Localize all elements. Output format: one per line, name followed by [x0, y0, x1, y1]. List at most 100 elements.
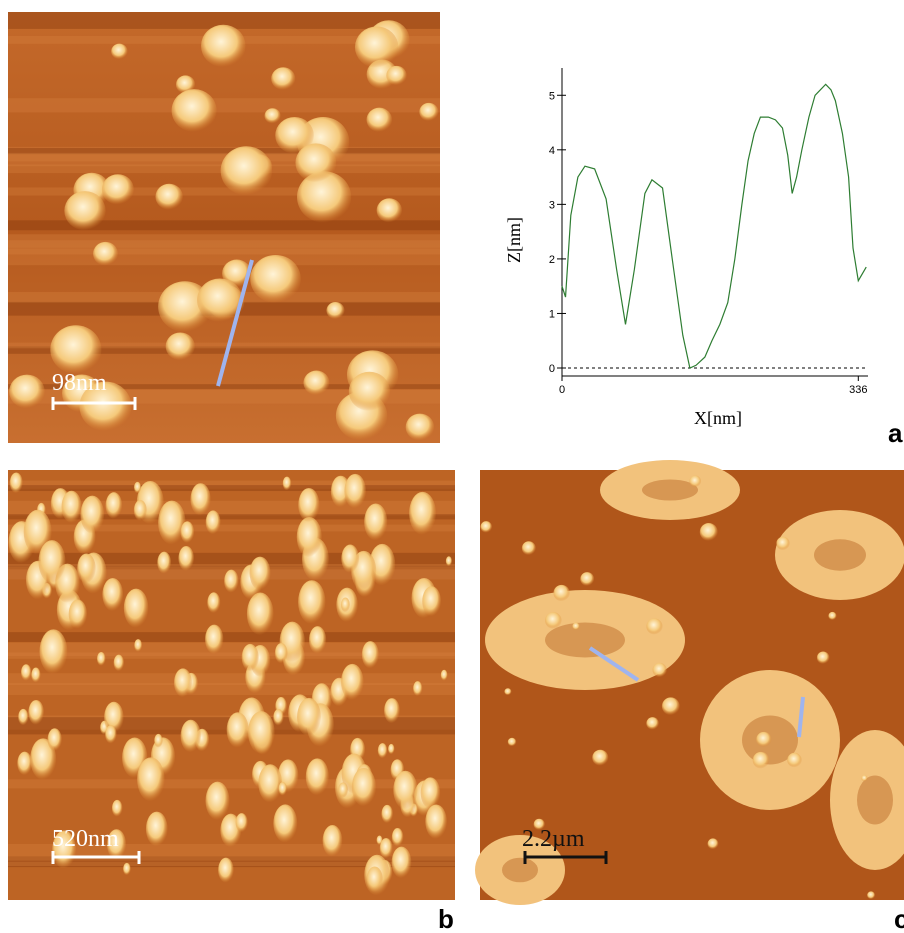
particle	[105, 725, 117, 744]
island-core	[502, 857, 538, 883]
particle	[419, 102, 439, 121]
scale-label: 520nm	[52, 826, 119, 852]
texture-band	[8, 652, 455, 659]
particle	[354, 26, 399, 68]
particle	[171, 89, 217, 132]
scale-label: 98nm	[52, 370, 107, 396]
particle	[366, 866, 383, 893]
particle	[507, 737, 517, 747]
particle	[47, 728, 62, 752]
particle	[298, 488, 320, 522]
particle	[248, 711, 275, 754]
texture-band	[8, 480, 455, 489]
particle	[787, 752, 802, 768]
particle	[379, 838, 393, 859]
particle	[391, 846, 412, 879]
particle	[105, 492, 123, 519]
particle	[391, 828, 404, 847]
particle	[341, 544, 360, 573]
particle	[366, 107, 393, 132]
x-axis-label: X[nm]	[694, 408, 742, 428]
particle	[158, 500, 186, 545]
particle	[39, 629, 68, 674]
texture-band	[8, 779, 455, 789]
particle	[296, 171, 352, 223]
particle	[111, 43, 128, 60]
particle	[752, 751, 770, 769]
texture-band	[8, 683, 455, 695]
particle	[79, 381, 132, 432]
particle	[134, 481, 142, 494]
particle	[699, 523, 718, 541]
particle	[480, 521, 493, 533]
texture-band	[8, 485, 455, 492]
particle	[273, 708, 284, 726]
texture-band	[8, 98, 440, 113]
island-core	[545, 622, 625, 658]
particle	[218, 857, 234, 883]
particle	[246, 592, 274, 636]
particle	[308, 626, 327, 654]
particle	[9, 374, 45, 409]
y-tick-label: 0	[549, 363, 555, 375]
particle	[220, 146, 273, 196]
panel-label: a	[888, 418, 903, 448]
particle	[38, 540, 66, 584]
particle	[68, 599, 87, 629]
particle	[101, 174, 134, 205]
texture-band	[8, 384, 440, 389]
particle	[572, 622, 580, 631]
particle	[282, 476, 292, 491]
particle	[340, 597, 351, 613]
particle	[102, 578, 124, 612]
particle	[296, 517, 322, 558]
profile-line	[588, 646, 640, 682]
particle	[661, 697, 680, 716]
particle	[322, 825, 343, 857]
particle	[422, 586, 441, 617]
profile-curve	[561, 83, 867, 369]
particle	[553, 584, 570, 602]
particle	[96, 652, 106, 666]
particle	[23, 509, 52, 555]
particle	[274, 643, 288, 664]
texture-band	[8, 342, 440, 349]
particle	[249, 556, 271, 591]
particle	[504, 688, 512, 696]
particle	[338, 782, 349, 799]
afm-image-b	[8, 470, 455, 900]
particle	[28, 699, 44, 725]
particle	[226, 712, 249, 748]
y-tick-label: 1	[549, 308, 555, 320]
particle	[201, 24, 246, 68]
particle	[344, 473, 366, 509]
particle	[52, 830, 77, 869]
particle	[190, 483, 211, 516]
particle	[77, 553, 96, 584]
particle	[250, 254, 301, 303]
texture-band	[8, 240, 440, 255]
particle	[197, 278, 243, 322]
particle	[104, 701, 124, 733]
particle	[707, 838, 719, 850]
particle	[30, 738, 57, 780]
particle	[50, 325, 102, 374]
texture-band	[8, 234, 440, 248]
particle	[107, 829, 127, 860]
particle	[224, 569, 239, 593]
particle	[18, 708, 29, 726]
particle	[521, 541, 536, 556]
particle	[445, 556, 453, 567]
particle	[384, 698, 400, 724]
y-tick-label: 4	[549, 145, 555, 157]
particle	[123, 862, 131, 876]
island-core	[814, 539, 866, 571]
particle	[271, 67, 296, 91]
scale-label: 2.2µm	[522, 826, 585, 852]
profile-line	[797, 696, 805, 738]
particle	[145, 811, 168, 847]
particle	[134, 639, 143, 652]
particle	[80, 495, 105, 534]
particle	[205, 781, 230, 820]
particle	[420, 777, 441, 809]
